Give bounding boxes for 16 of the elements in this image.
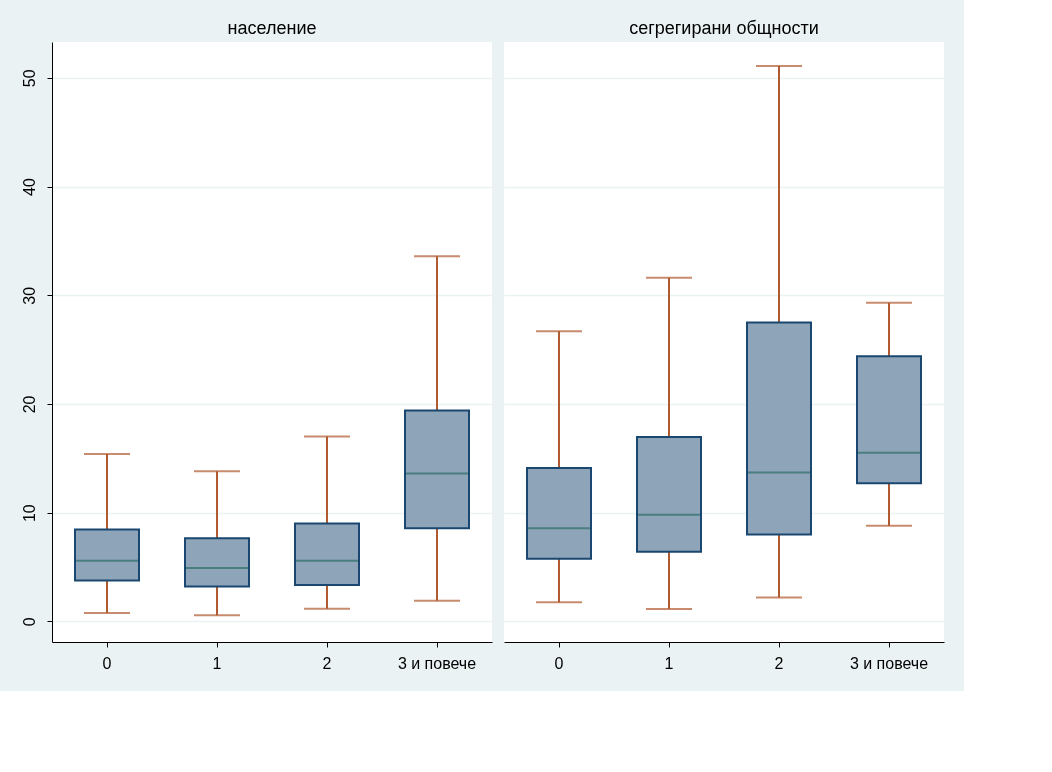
x-tick-label: 1 xyxy=(212,654,222,672)
x-tick-label: 2 xyxy=(774,654,784,672)
y-tick-label: 50 xyxy=(20,69,38,88)
x-tick-label: 1 xyxy=(664,654,674,672)
x-tick-label: 0 xyxy=(102,654,112,672)
y-tick-label: 10 xyxy=(20,504,38,523)
chart-title: население xyxy=(227,18,317,38)
x-tick-label: 0 xyxy=(554,654,564,672)
chart-title: сегрегирани общности xyxy=(629,18,819,38)
y-tick-label: 30 xyxy=(20,286,38,305)
y-tick-label: 40 xyxy=(20,178,38,196)
x-tick-label: 3 и повече xyxy=(849,654,929,672)
y-tick-label: 20 xyxy=(20,395,38,414)
x-tick-label: 3 и повече xyxy=(397,654,477,672)
y-tick-label: 0 xyxy=(20,617,38,627)
x-tick-label: 2 xyxy=(322,654,332,672)
